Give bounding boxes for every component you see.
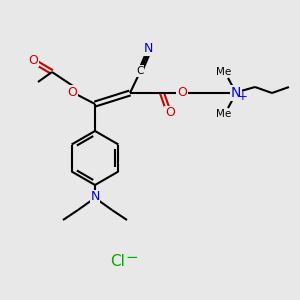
Text: −: − <box>126 250 138 266</box>
Text: O: O <box>177 86 187 100</box>
Text: N: N <box>231 86 241 100</box>
Text: O: O <box>67 85 77 98</box>
Text: +: + <box>238 91 248 103</box>
Text: O: O <box>28 53 38 67</box>
Text: Me: Me <box>216 109 232 119</box>
Text: N: N <box>143 43 153 56</box>
Text: Cl: Cl <box>111 254 125 269</box>
Text: N: N <box>90 190 100 203</box>
Text: O: O <box>165 106 175 119</box>
Text: Me: Me <box>216 67 232 77</box>
Text: C: C <box>136 66 144 76</box>
